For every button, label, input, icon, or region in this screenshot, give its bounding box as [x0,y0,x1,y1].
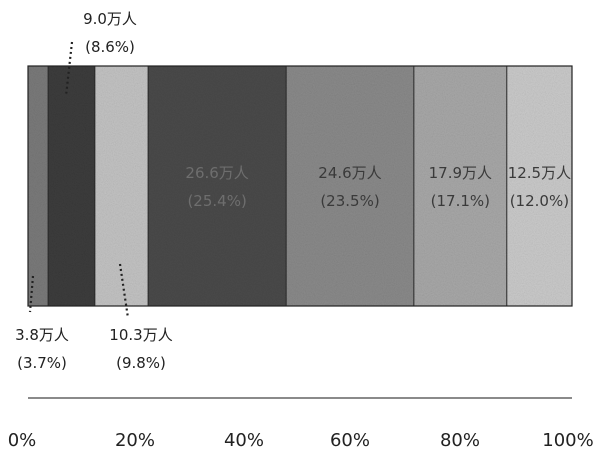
x-tick-label: 80% [440,430,480,451]
callout-leader [28,275,35,313]
bar-segment-2 [47,65,96,307]
bar-segment-1 [27,65,49,307]
segment-share-label: (23.5%) [320,192,379,210]
callout-seg1-share: (3.7%) [17,354,67,372]
callout-seg2-share: (8.6%) [85,38,135,56]
segment-value-label: 26.6万人 [185,164,248,182]
bar-segment-4 [147,65,287,307]
bar-frame [27,65,573,307]
bar-segment-3 [94,65,149,307]
callout-seg2-value: 9.0万人 [83,10,137,28]
callout-labels: 3.8万人 (3.7%) 9.0万人 (8.6%) 10.3万人 (9.8%) [15,10,173,372]
x-tick-label: 60% [330,430,370,451]
callout-seg1-value: 3.8万人 [15,326,69,344]
bar-segment-6 [413,65,508,307]
segment-value-label: 24.6万人 [318,164,381,182]
x-tick-labels: 0% 20% 40% 60% 80% 100% [8,430,594,451]
segment-value-label: 12.5万人 [508,164,571,182]
callout-seg3-value: 10.3万人 [109,326,172,344]
x-tick-label: 40% [224,430,264,451]
bar-segment-7 [506,65,573,307]
callout-leader [64,41,74,97]
callout-leader [118,263,130,319]
x-tick-label: 100% [542,430,593,451]
segment-value-label: 17.9万人 [429,164,492,182]
segment-labels: 26.6万人 (25.4%) 24.6万人 (23.5%) 17.9万人 (17.1%) 1… [185,164,571,210]
bar-segment-5 [285,65,415,307]
x-tick-label: 20% [115,430,155,451]
segment-share-label: (17.1%) [431,192,490,210]
segment-share-label: (12.0%) [510,192,569,210]
bar-segments [27,65,573,307]
callout-seg3-share: (9.8%) [116,354,166,372]
segment-share-label: (25.4%) [187,192,246,210]
x-tick-label: 0% [8,430,37,451]
